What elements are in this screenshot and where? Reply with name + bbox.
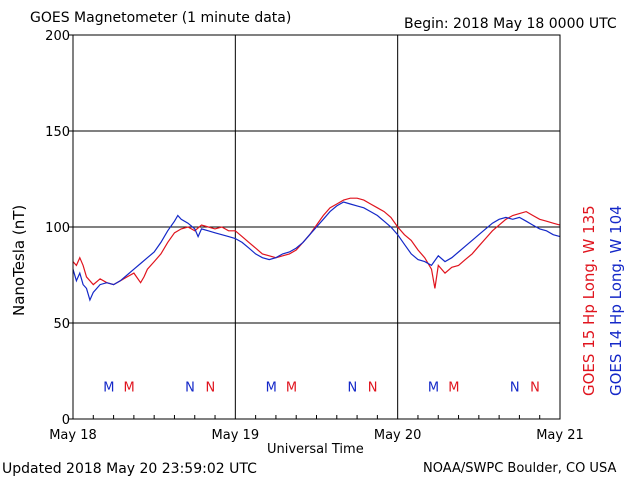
y-tick-label-100: 100 [45,221,70,236]
y-tick-label-50: 50 [53,317,70,332]
updated-time: Updated 2018 May 20 23:59:02 UTC [2,461,257,477]
marker-m-0: M [103,380,114,395]
marker-m-8: M [428,380,439,395]
marker-m-1: M [124,380,135,395]
marker-m-9: M [448,380,459,395]
marker-n-6: N [347,380,357,395]
marker-m-5: M [286,380,297,395]
chart-title: GOES Magnetometer (1 minute data) [30,10,292,26]
credit: NOAA/SWPC Boulder, CO USA [423,461,617,476]
y-tick-label-150: 150 [45,125,70,140]
y-tick-label-200: 200 [45,29,70,44]
begin-time: Begin: 2018 May 18 0000 UTC [404,16,617,32]
x-tick-label-24: May 19 [212,428,260,443]
series-line-goes15 [72,197,561,289]
marker-n-7: N [368,380,378,395]
marker-n-11: N [530,380,540,395]
y-tick-label-0: 0 [62,413,70,428]
legend-goes15: GOES 15 Hp Long. W 135 [580,205,598,396]
legend-goes14: GOES 14 Hp Long. W 104 [607,205,625,396]
marker-n-3: N [205,380,215,395]
x-tick-label-48: May 20 [374,428,422,443]
x-axis-label: Universal Time [267,442,364,457]
y-axis-label: NanoTesla (nT) [10,204,28,316]
marker-m-4: M [266,380,277,395]
x-tick-label-0: May 18 [49,428,97,443]
x-tick-label-72: May 21 [536,428,584,443]
marker-n-10: N [510,380,520,395]
marker-n-2: N [185,380,195,395]
series-line-goes14 [72,201,561,302]
